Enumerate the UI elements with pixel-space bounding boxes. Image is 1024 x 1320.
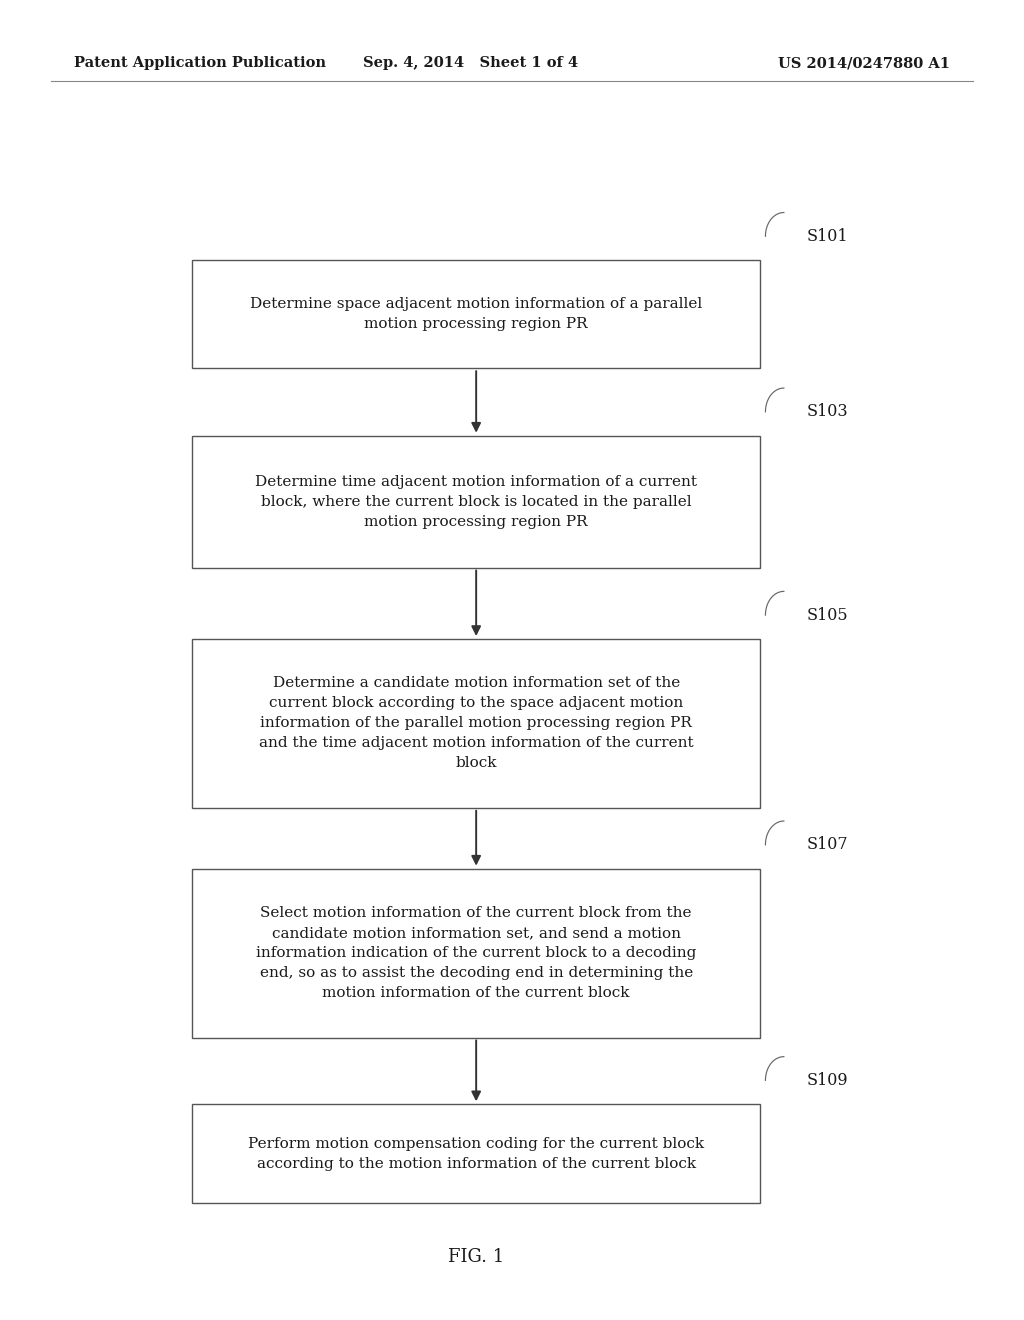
- Bar: [193, 869, 760, 1038]
- Text: Perform motion compensation coding for the current block
according to the motion: Perform motion compensation coding for t…: [248, 1137, 705, 1171]
- Text: Patent Application Publication: Patent Application Publication: [74, 57, 326, 70]
- Text: Determine space adjacent motion information of a parallel
motion processing regi: Determine space adjacent motion informat…: [250, 297, 702, 331]
- Bar: [193, 436, 760, 568]
- Bar: [193, 1104, 760, 1204]
- Text: S107: S107: [807, 837, 848, 853]
- Text: Determine time adjacent motion information of a current
block, where the current: Determine time adjacent motion informati…: [255, 475, 697, 528]
- Text: S103: S103: [807, 404, 848, 420]
- Text: Select motion information of the current block from the
candidate motion informa: Select motion information of the current…: [256, 906, 696, 1001]
- Text: S101: S101: [807, 228, 848, 244]
- Text: FIG. 1: FIG. 1: [449, 1247, 504, 1266]
- Text: Sep. 4, 2014   Sheet 1 of 4: Sep. 4, 2014 Sheet 1 of 4: [364, 57, 579, 70]
- Bar: [193, 260, 760, 368]
- Text: S109: S109: [807, 1072, 848, 1089]
- Text: Determine a candidate motion information set of the
current block according to t: Determine a candidate motion information…: [259, 676, 693, 771]
- Text: S105: S105: [807, 607, 848, 623]
- Bar: [193, 639, 760, 808]
- Text: US 2014/0247880 A1: US 2014/0247880 A1: [778, 57, 950, 70]
